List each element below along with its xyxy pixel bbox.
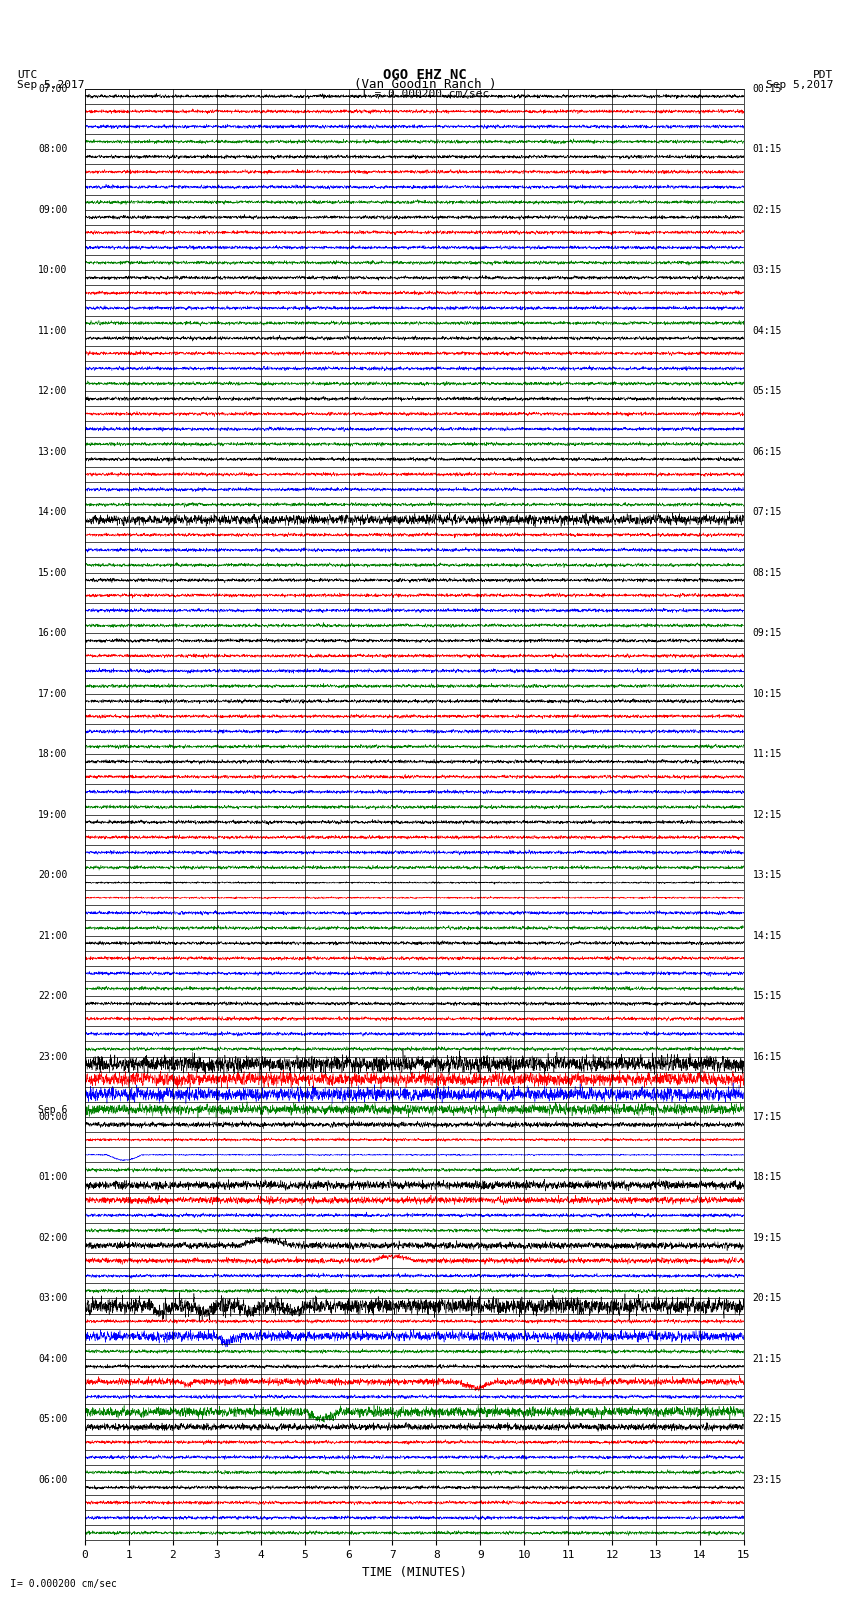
Text: 13:00: 13:00	[38, 447, 67, 456]
Text: 16:15: 16:15	[752, 1052, 782, 1061]
Text: 17:15: 17:15	[752, 1111, 782, 1123]
Text: 18:00: 18:00	[38, 748, 67, 760]
Text: 09:15: 09:15	[752, 627, 782, 639]
Text: 03:00: 03:00	[38, 1294, 67, 1303]
Text: 19:00: 19:00	[38, 810, 67, 819]
Text: Sep 6: Sep 6	[38, 1105, 67, 1116]
Text: 18:15: 18:15	[752, 1173, 782, 1182]
Text: 03:15: 03:15	[752, 265, 782, 276]
Text: 12:15: 12:15	[752, 810, 782, 819]
Text: I = 0.000200 cm/sec: I = 0.000200 cm/sec	[361, 89, 489, 100]
Text: 22:15: 22:15	[752, 1415, 782, 1424]
Text: = 0.000200 cm/sec: = 0.000200 cm/sec	[17, 1579, 122, 1589]
Text: 04:00: 04:00	[38, 1353, 67, 1365]
Text: UTC: UTC	[17, 69, 37, 81]
Text: Sep 5,2017: Sep 5,2017	[766, 79, 833, 90]
Text: 21:15: 21:15	[752, 1353, 782, 1365]
Text: 05:00: 05:00	[38, 1415, 67, 1424]
Text: 23:00: 23:00	[38, 1052, 67, 1061]
Text: 22:00: 22:00	[38, 990, 67, 1002]
Text: 07:00: 07:00	[38, 84, 67, 94]
Text: 10:15: 10:15	[752, 689, 782, 698]
Text: 04:15: 04:15	[752, 326, 782, 336]
Text: OGO EHZ NC: OGO EHZ NC	[383, 68, 467, 82]
Text: 06:15: 06:15	[752, 447, 782, 456]
Text: Sep 5,2017: Sep 5,2017	[17, 79, 84, 90]
Text: 11:15: 11:15	[752, 748, 782, 760]
Text: 20:00: 20:00	[38, 869, 67, 881]
Text: 20:15: 20:15	[752, 1294, 782, 1303]
Text: 02:15: 02:15	[752, 205, 782, 215]
Text: PDT: PDT	[813, 69, 833, 81]
Text: 17:00: 17:00	[38, 689, 67, 698]
Text: 23:15: 23:15	[752, 1474, 782, 1486]
Text: 12:00: 12:00	[38, 386, 67, 397]
Text: 08:00: 08:00	[38, 144, 67, 155]
Text: 21:00: 21:00	[38, 931, 67, 940]
Text: 02:00: 02:00	[38, 1232, 67, 1244]
Text: 00:00: 00:00	[38, 1111, 67, 1123]
Text: 16:00: 16:00	[38, 627, 67, 639]
Text: 01:00: 01:00	[38, 1173, 67, 1182]
Text: 10:00: 10:00	[38, 265, 67, 276]
Text: 13:15: 13:15	[752, 869, 782, 881]
Text: (Van Goodin Ranch ): (Van Goodin Ranch )	[354, 77, 496, 92]
Text: 07:15: 07:15	[752, 506, 782, 518]
Text: 08:15: 08:15	[752, 568, 782, 577]
Text: 15:15: 15:15	[752, 990, 782, 1002]
Text: 01:15: 01:15	[752, 144, 782, 155]
Text: 00:15: 00:15	[752, 84, 782, 94]
Text: 05:15: 05:15	[752, 386, 782, 397]
X-axis label: TIME (MINUTES): TIME (MINUTES)	[362, 1566, 467, 1579]
Text: 06:00: 06:00	[38, 1474, 67, 1486]
Text: 19:15: 19:15	[752, 1232, 782, 1244]
Text: 14:00: 14:00	[38, 506, 67, 518]
Text: 15:00: 15:00	[38, 568, 67, 577]
Text: 09:00: 09:00	[38, 205, 67, 215]
Text: 11:00: 11:00	[38, 326, 67, 336]
Text: I: I	[10, 1579, 17, 1589]
Text: 14:15: 14:15	[752, 931, 782, 940]
